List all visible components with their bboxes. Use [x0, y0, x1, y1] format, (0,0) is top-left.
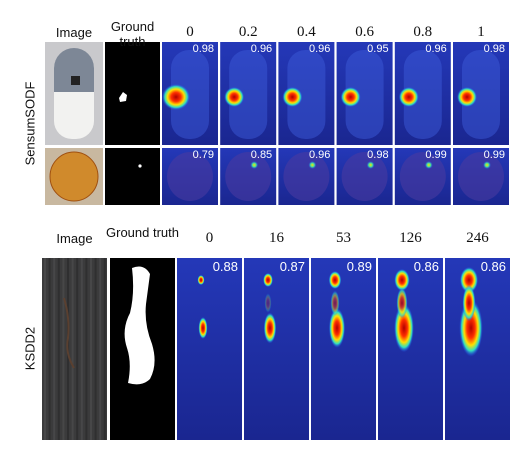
heatmap — [311, 258, 376, 440]
column-header: 16 — [269, 230, 284, 246]
heatmap-detail — [171, 50, 209, 139]
heatmap-detail — [225, 152, 272, 201]
score: 0.96 — [308, 149, 331, 161]
gt-mask — [119, 92, 127, 102]
column-header: Ground truth — [110, 19, 155, 49]
gt-mask — [138, 164, 142, 168]
score: 0.86 — [480, 259, 506, 274]
heatmap-hotspot — [459, 267, 479, 293]
score: 0.98 — [367, 149, 389, 161]
heatmap — [378, 258, 443, 440]
image-detail — [54, 48, 94, 92]
heatmap — [244, 258, 309, 440]
heatmap-hotspot — [282, 87, 303, 107]
heatmap-detail — [229, 50, 268, 139]
heatmap-hotspot — [250, 161, 259, 169]
heatmap-detail — [345, 50, 384, 139]
column-header: 0.2 — [238, 24, 258, 40]
column-header: 1 — [477, 24, 485, 40]
column-header: 0 — [186, 24, 194, 40]
heatmap-hotspot — [328, 308, 346, 348]
heatmap-detail — [287, 50, 326, 139]
heatmap-detail — [403, 50, 442, 139]
heatmap-hotspot — [224, 87, 245, 107]
heatmap — [177, 258, 242, 440]
heatmap-hotspot — [398, 87, 419, 107]
heatmap-hotspot — [394, 269, 410, 291]
heatmap-hotspot — [308, 161, 317, 169]
heatmap-hotspot — [264, 293, 272, 313]
heatmap-hotspot — [328, 271, 342, 289]
heatmap-detail — [399, 152, 446, 201]
column-header: 126 — [399, 230, 422, 246]
score: 0.95 — [367, 43, 389, 55]
heatmap-detail — [167, 152, 213, 201]
column-header: 0.4 — [297, 24, 316, 40]
image-detail — [63, 297, 75, 369]
score: 0.86 — [413, 259, 439, 274]
heatmap-hotspot — [197, 275, 205, 285]
ground-truth — [105, 148, 160, 205]
heatmap-hotspot — [340, 87, 361, 107]
heatmap-detail — [283, 152, 330, 201]
heatmap-hotspot — [483, 161, 491, 169]
heatmap-hotspot — [198, 317, 208, 339]
score: 0.85 — [250, 149, 273, 161]
column-header: 53 — [336, 230, 351, 246]
column-header: 0 — [205, 230, 214, 246]
heatmap-hotspot — [424, 161, 433, 169]
score: 0.98 — [483, 43, 505, 55]
column-header: 0.6 — [355, 24, 374, 40]
row-label: KSDD2 — [22, 326, 38, 371]
ground-truth — [105, 42, 160, 145]
score: 0.87 — [279, 259, 305, 274]
column-header: 246 — [466, 230, 489, 246]
image-detail — [71, 76, 80, 85]
heatmap-hotspot — [396, 287, 408, 319]
heatmap-hotspot — [263, 312, 277, 344]
column-header: 0.8 — [413, 24, 433, 40]
heatmap-detail — [462, 50, 500, 139]
score: 0.96 — [425, 43, 447, 55]
gt-mask — [124, 266, 155, 385]
heatmap-hotspot — [162, 84, 190, 110]
score: 0.89 — [346, 259, 372, 274]
score: 0.88 — [212, 259, 238, 274]
column-header: Image — [56, 231, 93, 246]
column-header: Image — [55, 25, 93, 40]
heatmap-detail — [458, 152, 504, 201]
image — [42, 258, 107, 440]
score: 0.99 — [425, 149, 447, 161]
heatmap-hotspot — [457, 87, 477, 107]
score: 0.99 — [483, 149, 505, 161]
image-detail — [49, 151, 99, 202]
heatmap-hotspot — [263, 273, 273, 287]
column-header: Ground truth — [106, 225, 179, 240]
heatmap-hotspot — [366, 161, 375, 169]
heatmap-hotspot — [462, 284, 476, 322]
row-label: SensumSODF — [22, 81, 38, 165]
score: 0.98 — [192, 43, 214, 55]
heatmap-hotspot — [330, 290, 340, 316]
score: 0.79 — [192, 149, 214, 161]
score: 0.96 — [308, 43, 331, 55]
heatmap-detail — [341, 152, 388, 201]
score: 0.96 — [250, 43, 273, 55]
